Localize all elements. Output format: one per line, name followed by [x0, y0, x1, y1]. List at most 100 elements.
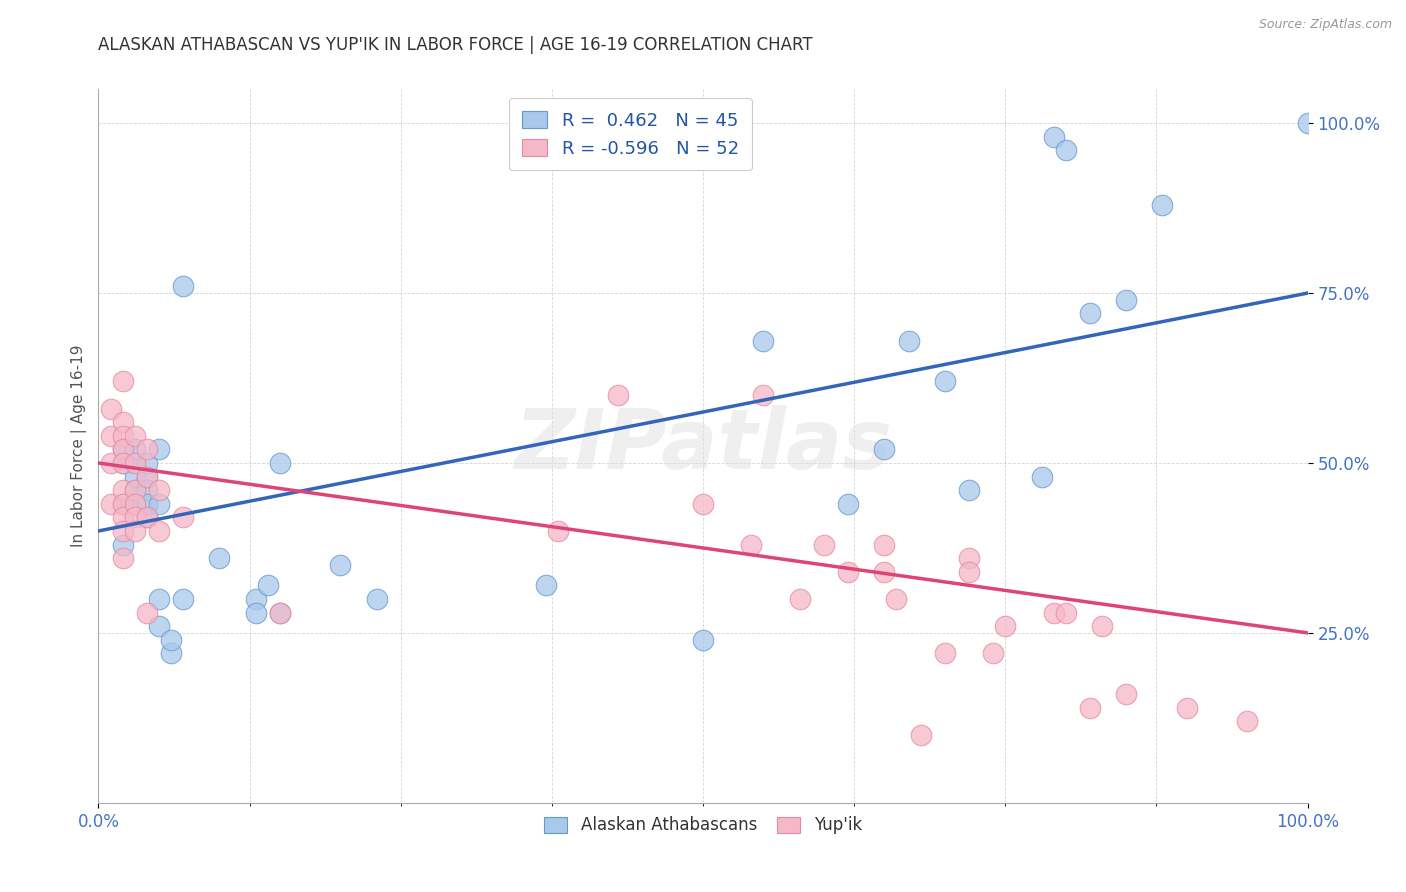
Point — [160, 646, 183, 660]
Point — [124, 483, 146, 498]
Text: ALASKAN ATHABASCAN VS YUP'IK IN LABOR FORCE | AGE 16-19 CORRELATION CHART: ALASKAN ATHABASCAN VS YUP'IK IN LABOR FO… — [98, 36, 813, 54]
Point — [111, 510, 134, 524]
Point — [111, 456, 134, 470]
Point — [329, 558, 352, 572]
Point — [111, 537, 134, 551]
Point — [897, 334, 920, 348]
Point — [873, 565, 896, 579]
Point — [148, 442, 170, 457]
Point — [934, 646, 956, 660]
Point — [124, 497, 146, 511]
Point — [1091, 619, 1114, 633]
Point — [740, 537, 762, 551]
Point — [1078, 700, 1101, 714]
Point — [1175, 700, 1198, 714]
Point — [124, 442, 146, 457]
Point — [1296, 116, 1319, 130]
Point — [135, 469, 157, 483]
Point — [886, 591, 908, 606]
Point — [111, 497, 134, 511]
Point — [1054, 144, 1077, 158]
Point — [752, 334, 775, 348]
Point — [124, 497, 146, 511]
Point — [813, 537, 835, 551]
Point — [148, 619, 170, 633]
Point — [873, 537, 896, 551]
Point — [100, 429, 122, 443]
Point — [910, 728, 932, 742]
Point — [160, 632, 183, 647]
Point — [692, 632, 714, 647]
Point — [124, 483, 146, 498]
Point — [1042, 129, 1064, 144]
Point — [1152, 198, 1174, 212]
Point — [111, 551, 134, 566]
Point — [789, 591, 811, 606]
Y-axis label: In Labor Force | Age 16-19: In Labor Force | Age 16-19 — [72, 344, 87, 548]
Point — [1054, 606, 1077, 620]
Point — [100, 497, 122, 511]
Point — [124, 429, 146, 443]
Point — [124, 524, 146, 538]
Point — [135, 469, 157, 483]
Point — [1236, 714, 1258, 729]
Point — [135, 606, 157, 620]
Point — [124, 469, 146, 483]
Point — [124, 456, 146, 470]
Point — [1115, 687, 1137, 701]
Text: ZIPatlas: ZIPatlas — [515, 406, 891, 486]
Point — [172, 279, 194, 293]
Point — [135, 442, 157, 457]
Point — [124, 510, 146, 524]
Point — [1031, 469, 1053, 483]
Point — [111, 429, 134, 443]
Point — [135, 497, 157, 511]
Point — [172, 510, 194, 524]
Point — [111, 483, 134, 498]
Point — [752, 388, 775, 402]
Point — [547, 524, 569, 538]
Legend: Alaskan Athabascans, Yup'ik: Alaskan Athabascans, Yup'ik — [534, 806, 872, 845]
Point — [135, 510, 157, 524]
Point — [100, 456, 122, 470]
Point — [148, 524, 170, 538]
Point — [1042, 606, 1064, 620]
Point — [957, 483, 980, 498]
Point — [100, 401, 122, 416]
Point — [957, 551, 980, 566]
Point — [256, 578, 278, 592]
Point — [208, 551, 231, 566]
Point — [607, 388, 630, 402]
Point — [111, 497, 134, 511]
Point — [534, 578, 557, 592]
Point — [269, 606, 291, 620]
Point — [366, 591, 388, 606]
Point — [837, 565, 859, 579]
Point — [1115, 293, 1137, 307]
Point — [981, 646, 1004, 660]
Point — [135, 510, 157, 524]
Point — [111, 442, 134, 457]
Point — [1078, 306, 1101, 320]
Point — [934, 375, 956, 389]
Point — [135, 483, 157, 498]
Point — [873, 442, 896, 457]
Point — [172, 591, 194, 606]
Point — [148, 483, 170, 498]
Point — [957, 565, 980, 579]
Point — [148, 591, 170, 606]
Point — [111, 375, 134, 389]
Point — [245, 591, 267, 606]
Point — [269, 456, 291, 470]
Point — [245, 606, 267, 620]
Point — [692, 497, 714, 511]
Text: Source: ZipAtlas.com: Source: ZipAtlas.com — [1258, 18, 1392, 31]
Point — [837, 497, 859, 511]
Point — [269, 606, 291, 620]
Point — [994, 619, 1017, 633]
Point — [111, 524, 134, 538]
Point — [135, 456, 157, 470]
Point — [148, 497, 170, 511]
Point — [111, 456, 134, 470]
Point — [124, 456, 146, 470]
